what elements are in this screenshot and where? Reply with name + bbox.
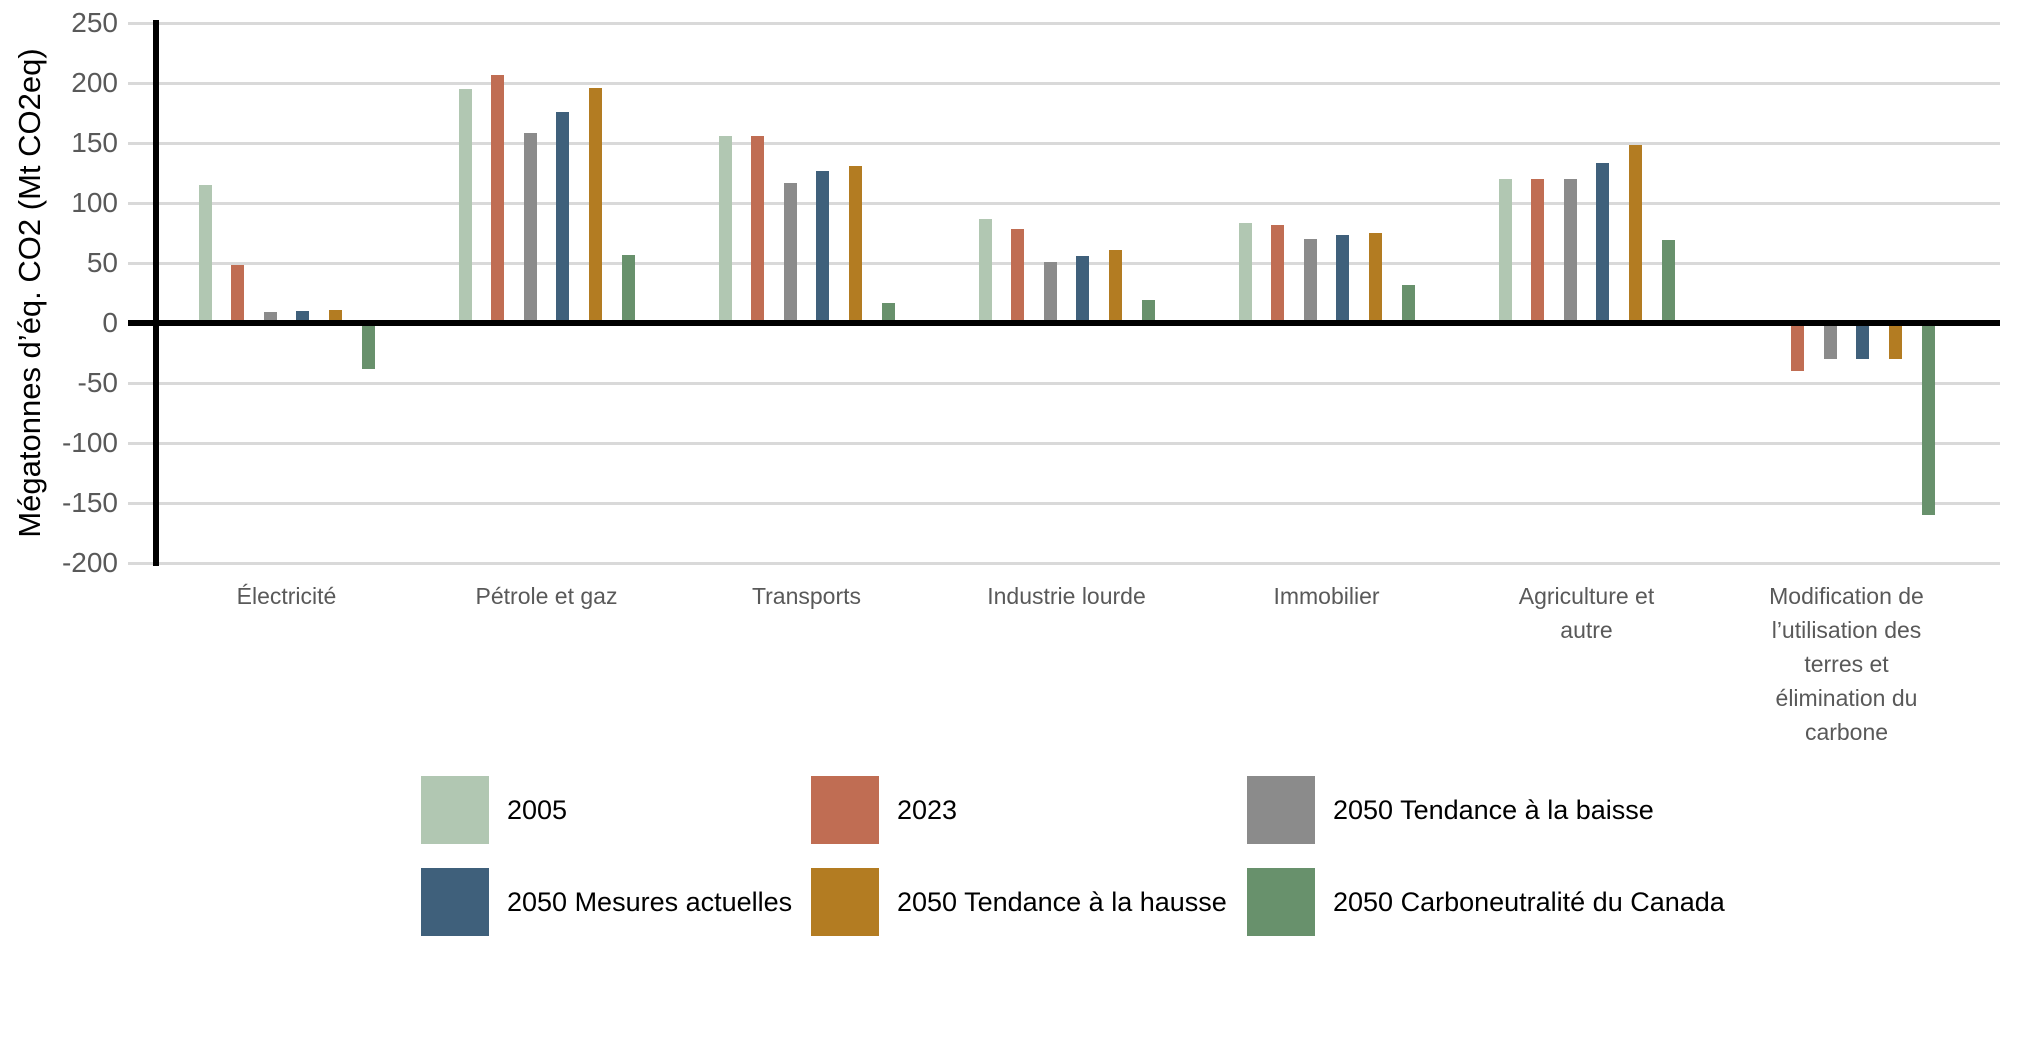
bar	[556, 111, 570, 323]
bar	[263, 312, 277, 323]
bar	[718, 135, 732, 323]
bar	[1141, 300, 1155, 323]
x-category-label: Agriculture et autre	[1518, 583, 1655, 643]
bar	[1628, 145, 1642, 323]
bar	[231, 265, 245, 323]
y-tick-label: 150	[71, 127, 118, 158]
bar	[1888, 323, 1902, 359]
bar	[458, 89, 472, 323]
bar	[978, 218, 992, 323]
legend-label: 2050 Carboneutralité du Canada	[1333, 886, 1725, 917]
bar	[198, 185, 212, 323]
y-tick-label: 200	[71, 67, 118, 98]
bar	[491, 74, 505, 323]
bar	[588, 87, 602, 323]
bar	[1368, 233, 1382, 323]
y-tick-label: 50	[86, 247, 118, 278]
legend-swatch	[1247, 868, 1315, 936]
bar	[1011, 229, 1025, 323]
y-tick-label: 100	[71, 187, 118, 218]
legend-swatch	[1247, 776, 1315, 844]
y-axis-line	[153, 20, 159, 566]
bar	[1043, 261, 1057, 323]
bar	[328, 309, 342, 323]
bar	[621, 254, 635, 323]
gridline	[128, 561, 2000, 565]
bar	[1661, 240, 1675, 323]
gridline	[128, 201, 2000, 205]
legend-label: 2050 Tendance à la baisse	[1333, 794, 1654, 825]
gridline	[128, 141, 2000, 145]
gridline	[128, 441, 2000, 445]
bar	[1498, 179, 1512, 323]
bar	[1238, 223, 1252, 323]
gridline	[128, 81, 2000, 85]
legend-label: 2050 Mesures actuelles	[507, 886, 793, 917]
y-tick-label: 0	[102, 307, 118, 338]
y-tick-label: -150	[61, 487, 118, 518]
bar	[1076, 255, 1090, 323]
bar	[1823, 323, 1837, 359]
x-category-label: Pétrole et gaz	[475, 583, 618, 609]
gridline	[128, 261, 2000, 265]
bar	[881, 302, 895, 323]
bar	[1108, 249, 1122, 323]
bar	[361, 323, 375, 369]
bar	[1596, 163, 1610, 323]
x-category-label: Électricité	[236, 583, 337, 609]
gridline	[128, 501, 2000, 505]
bar	[1563, 179, 1577, 323]
x-category-label: Immobilier	[1273, 583, 1380, 609]
bar	[1303, 239, 1317, 323]
bar	[783, 182, 797, 323]
gridline	[128, 381, 2000, 385]
gridline	[128, 21, 2000, 25]
legend-label: 2023	[897, 794, 958, 825]
bar	[1921, 323, 1935, 515]
plot-area: 250 200 150 100 50 0 -50 -100 -150 -200 Électricit…	[61, 7, 2000, 745]
legend-swatch	[811, 868, 879, 936]
bar	[1856, 323, 1870, 359]
legend-swatch	[421, 776, 489, 844]
zero-axis-line	[128, 320, 2000, 326]
x-category-label: Transports	[751, 583, 862, 609]
bar	[523, 133, 537, 323]
legend-label: 2050 Tendance à la hausse	[897, 886, 1227, 917]
y-tick-label: -50	[77, 367, 118, 398]
bar	[1791, 323, 1805, 371]
y-tick-label: 250	[71, 7, 118, 38]
bar	[751, 135, 765, 323]
legend-swatch	[811, 776, 879, 844]
bar	[1271, 224, 1285, 323]
bar	[1531, 179, 1545, 323]
x-category-label: Modification de l’utilisation des terres…	[1769, 583, 1924, 745]
y-tick-label: -200	[61, 547, 118, 578]
legend-label: 2005	[507, 794, 568, 825]
bar	[848, 165, 862, 323]
y-tick-label: -100	[61, 427, 118, 458]
legend-swatch	[421, 868, 489, 936]
bar	[1336, 235, 1350, 323]
x-category-label: Industrie lourde	[987, 583, 1146, 609]
bar	[816, 170, 830, 323]
bar	[1401, 284, 1415, 323]
